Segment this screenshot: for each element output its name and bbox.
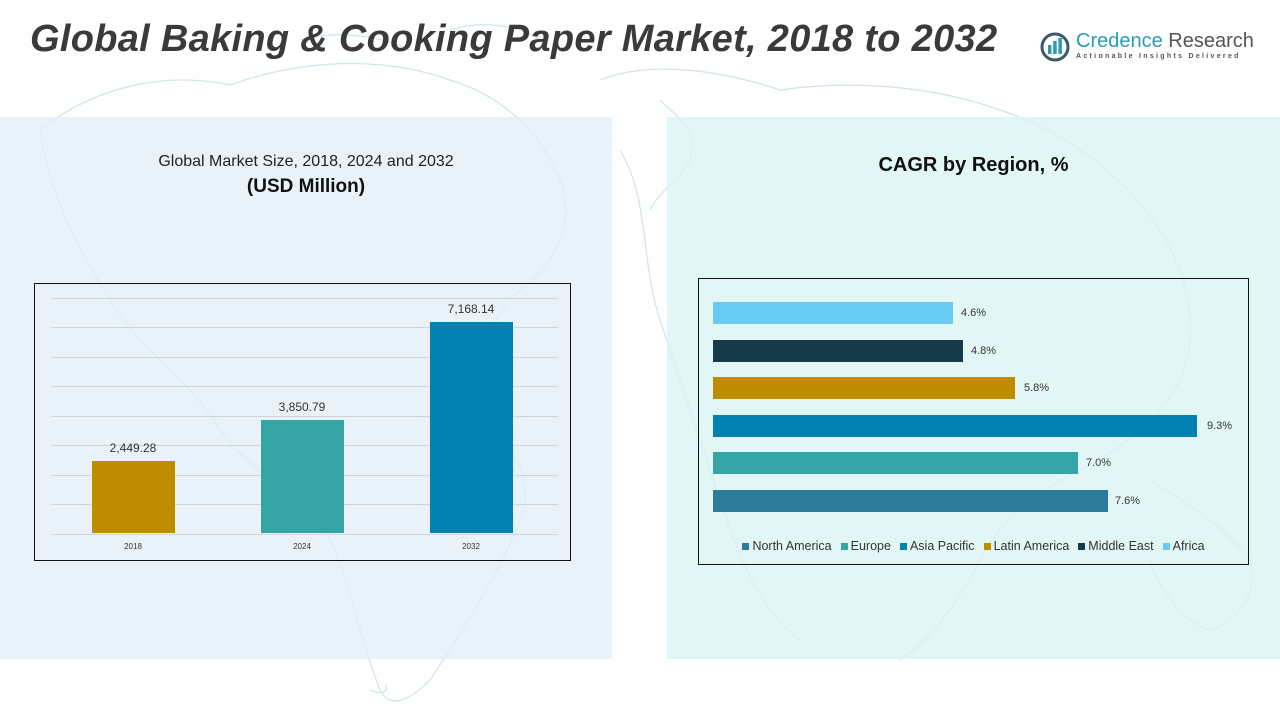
hbar-latin-america — [713, 377, 1015, 399]
gridline — [51, 534, 558, 535]
bar-value-2024: 3,850.79 — [278, 400, 326, 414]
bar-label-2032: 2032 — [462, 542, 480, 551]
market-size-unit: (USD Million) — [246, 176, 366, 197]
bar-2018 — [92, 461, 175, 533]
gridline — [51, 327, 558, 328]
legend-item-latin-america: Latin America — [983, 539, 1069, 553]
legend-swatch — [983, 542, 991, 550]
cagr-title: CAGR by Region, % — [878, 154, 1069, 176]
hbar-value-africa: 4.6% — [961, 307, 987, 319]
hbar-value-europe: 7.0% — [1086, 457, 1112, 469]
bar-value-2032: 7,168.14 — [447, 302, 495, 316]
page-title: Global Baking & Cooking Paper Market, 20… — [30, 18, 998, 60]
legend-swatch — [840, 542, 848, 550]
logo-name: Credence Research — [1076, 30, 1254, 52]
hbar-asia-pacific — [713, 415, 1197, 437]
hbar-middle-east — [713, 340, 963, 362]
hbar-africa — [713, 302, 953, 324]
hbar-north-america — [713, 490, 1108, 512]
legend-item-europe: Europe — [840, 539, 891, 553]
legend-item-africa: Africa — [1162, 539, 1205, 553]
legend-item-asia-pacific: Asia Pacific — [899, 539, 975, 553]
legend-swatch — [1162, 542, 1170, 550]
hbar-value-middle-east: 4.8% — [971, 345, 997, 357]
cagr-legend: North America Europe Asia Pacific Latin … — [699, 539, 1248, 553]
legend-item-north-america: North America — [742, 539, 832, 553]
gridline — [51, 416, 558, 417]
cagr-horizontal-bar-chart: 4.6% 4.8% 5.8% 9.3% 7.0% 7.6% North Amer… — [698, 278, 1249, 565]
bar-label-2024: 2024 — [293, 542, 311, 551]
legend-item-middle-east: Middle East — [1078, 539, 1154, 553]
gridline — [51, 357, 558, 358]
legend-swatch — [742, 542, 750, 550]
bar-label-2018: 2018 — [124, 542, 142, 551]
credence-research-logo: Credence Research Actionable Insights De… — [1040, 30, 1254, 62]
bar-value-2018: 2,449.28 — [109, 441, 157, 455]
gridline — [51, 386, 558, 387]
logo-chart-icon — [1040, 32, 1070, 62]
logo-tagline: Actionable Insights Delivered — [1076, 53, 1241, 60]
hbar-value-north-america: 7.6% — [1115, 495, 1141, 507]
legend-swatch — [899, 542, 907, 550]
hbar-europe — [713, 452, 1078, 474]
bar-2024 — [261, 420, 344, 533]
market-size-bar-chart: 2,449.28 2018 3,850.79 2024 7,168.14 203… — [34, 283, 571, 561]
gridline — [51, 298, 558, 299]
hbar-value-latin-america: 5.8% — [1024, 382, 1050, 394]
hbar-value-asia-pacific: 9.3% — [1207, 420, 1233, 432]
bar-2032 — [430, 322, 513, 533]
market-size-subtitle: Global Market Size, 2018, 2024 and 2032 — [158, 153, 454, 170]
legend-swatch — [1078, 542, 1086, 550]
